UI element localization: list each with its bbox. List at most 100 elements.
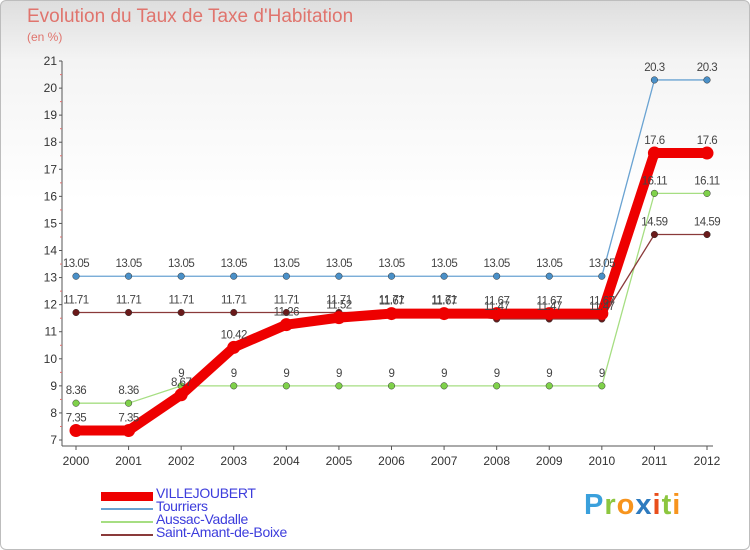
x-tick-label: 2011: [642, 454, 668, 468]
data-label-saint-amant-de-boixe: 11.71: [116, 294, 142, 306]
data-point-tourriers: [335, 272, 343, 280]
legend-label: Aussac-Vadalle: [156, 511, 249, 527]
data-label-saint-amant-de-boixe: 11.71: [379, 294, 405, 306]
y-tick-label: 18: [44, 135, 58, 149]
data-point-aussac-vadalle: [125, 399, 133, 407]
y-tick-label: 9: [50, 379, 57, 393]
data-label-tourriers: 13.05: [221, 258, 247, 270]
data-label-villejoubert: 7.35: [66, 413, 86, 425]
series-line-tourriers: [75, 79, 708, 277]
y-tick-label: 15: [44, 216, 58, 230]
data-point-aussac-vadalle: [703, 189, 711, 197]
x-tick-label: 2006: [378, 454, 405, 468]
proxiti-logo: Proxiti: [584, 489, 681, 522]
x-tick-label: 2002: [168, 454, 195, 468]
x-tick-label: 2001: [115, 454, 142, 468]
chart-subtitle: (en %): [27, 30, 63, 44]
data-label-villejoubert: 11.67: [589, 296, 615, 308]
data-point-aussac-vadalle: [230, 382, 238, 390]
data-point-villejoubert: [647, 146, 661, 160]
data-point-aussac-vadalle: [440, 382, 448, 390]
data-point-saint-amant-de-boixe: [72, 308, 80, 317]
data-label-aussac-vadalle: 9: [231, 368, 237, 380]
data-point-villejoubert: [542, 307, 556, 321]
data-point-saint-amant-de-boixe: [282, 308, 290, 317]
data-point-villejoubert: [700, 146, 714, 160]
x-tick-label: 2010: [588, 454, 615, 468]
data-label-aussac-vadalle: 9: [283, 368, 289, 380]
y-tick-label: 7: [50, 433, 57, 447]
legend-label: VILLEJOUBERT: [156, 485, 256, 501]
y-tick-label: 10: [44, 352, 58, 366]
logo-letter: i: [652, 489, 662, 521]
data-label-saint-amant-de-boixe: 11.71: [274, 294, 300, 306]
data-point-aussac-vadalle: [335, 382, 343, 390]
data-point-aussac-vadalle: [387, 382, 396, 390]
data-point-villejoubert: [122, 424, 136, 438]
data-point-saint-amant-de-boixe: [177, 308, 185, 317]
data-label-saint-amant-de-boixe: 11.71: [168, 294, 194, 306]
data-point-saint-amant-de-boixe: [703, 230, 711, 239]
y-tick-label: 13: [44, 271, 58, 285]
data-label-tourriers: 13.05: [115, 258, 141, 270]
data-point-tourriers: [598, 272, 606, 280]
data-label-tourriers: 13.05: [63, 258, 89, 270]
data-point-tourriers: [387, 272, 396, 280]
data-point-tourriers: [282, 272, 290, 280]
x-tick-label: 2004: [273, 454, 300, 468]
data-label-saint-amant-de-boixe: 14.59: [641, 217, 667, 229]
data-point-tourriers: [177, 272, 185, 280]
x-tick-label: 2007: [431, 454, 458, 468]
logo-letter: i: [672, 489, 682, 521]
data-label-villejoubert: 11.67: [537, 296, 563, 308]
x-tick-label: 2000: [63, 454, 90, 468]
data-label-tourriers: 13.05: [273, 258, 299, 270]
data-point-tourriers: [703, 76, 711, 84]
data-label-tourriers: 13.05: [589, 258, 615, 270]
x-tick-label: 2003: [220, 454, 247, 468]
data-label-saint-amant-de-boixe: 11.71: [221, 294, 247, 306]
data-point-villejoubert: [279, 318, 293, 332]
data-label-tourriers: 13.05: [378, 258, 404, 270]
data-point-villejoubert: [174, 388, 188, 402]
data-label-saint-amant-de-boixe: 11.71: [63, 294, 89, 306]
logo-letter: x: [635, 489, 653, 521]
data-label-aussac-vadalle: 8.36: [118, 385, 138, 397]
data-label-saint-amant-de-boixe: 11.47: [589, 301, 615, 313]
legend-label: Tourriers: [156, 498, 208, 514]
x-tick-label: 2012: [694, 454, 721, 468]
data-point-aussac-vadalle: [72, 399, 80, 407]
data-point-tourriers: [545, 272, 553, 280]
legend-label: Saint-Amant-de-Boixe: [156, 524, 287, 540]
data-label-tourriers: 20.3: [644, 62, 664, 74]
data-label-villejoubert: 8.67: [171, 377, 191, 389]
data-label-aussac-vadalle: 9: [494, 368, 500, 380]
data-label-aussac-vadalle: 9: [441, 368, 447, 380]
data-label-saint-amant-de-boixe: 11.71: [326, 294, 352, 306]
data-label-aussac-vadalle: 9: [336, 368, 342, 380]
data-point-villejoubert: [385, 307, 398, 321]
data-label-villejoubert: 11.67: [379, 296, 405, 308]
legend-swatch: [101, 492, 153, 501]
y-tick-label: 21: [44, 54, 58, 68]
data-label-tourriers: 13.05: [536, 258, 562, 270]
y-tick-label: 20: [44, 81, 58, 95]
data-label-aussac-vadalle: 9: [178, 368, 184, 380]
data-point-saint-amant-de-boixe: [650, 230, 658, 239]
data-label-saint-amant-de-boixe: 11.71: [431, 294, 457, 306]
data-point-tourriers: [650, 76, 658, 84]
data-label-villejoubert: 11.67: [431, 296, 457, 308]
data-point-villejoubert: [332, 311, 346, 325]
data-label-tourriers: 13.05: [326, 258, 352, 270]
logo-letter: o: [616, 489, 636, 521]
data-label-villejoubert: 11.26: [274, 307, 300, 319]
chart-title: Evolution du Taux de Taxe d'Habitation: [27, 6, 354, 27]
data-label-tourriers: 13.05: [431, 258, 457, 270]
data-label-saint-amant-de-boixe: 11.47: [537, 301, 563, 313]
data-point-villejoubert: [595, 307, 609, 321]
data-point-tourriers: [125, 272, 133, 280]
data-label-aussac-vadalle: 9: [599, 368, 605, 380]
x-tick-label: 2005: [326, 454, 353, 468]
